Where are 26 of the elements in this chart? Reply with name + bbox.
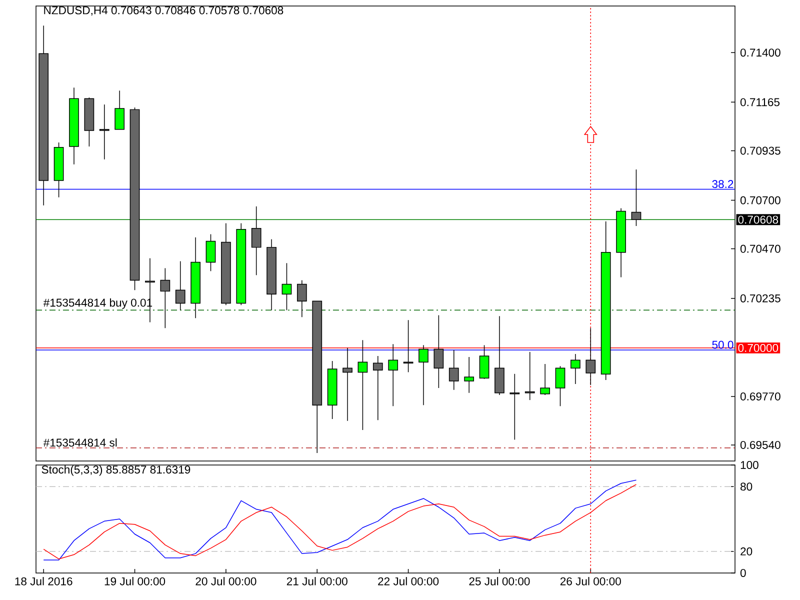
y-tick-label: 100 [740, 461, 758, 469]
ref-line-label: 0.70000 [738, 344, 778, 352]
y-tick-label: 0.69770 [740, 392, 780, 400]
chart-title: Stoch(5,3,3) 85.8857 81.6319 [42, 465, 190, 476]
y-tick-label: 0.70935 [740, 146, 780, 155]
x-tick-label: 25 Jul 00:00 [469, 577, 530, 586]
annotation: 50.0 [712, 340, 734, 349]
y-tick-label: 80 [740, 482, 752, 491]
y-tick-label: 0.70235 [740, 294, 780, 302]
x-tick-label: 22 Jul 00:00 [378, 577, 439, 586]
y-tick-label: 0.70700 [740, 196, 780, 204]
x-tick-label: 20 Jul 00:00 [196, 577, 256, 586]
annotation: 38.2 [712, 180, 734, 188]
x-tick-label: 19 Jul 00:00 [104, 577, 166, 586]
y-tick-label: 0.71400 [740, 48, 780, 57]
ref-line-label: #153544814 sl [43, 438, 117, 447]
chart-title: NZDUSD,H4 0.70643 0.70846 0.70578 0.70608 [44, 6, 284, 16]
y-tick-label: 0.69540 [740, 440, 780, 449]
x-tick-label: 26 Jul 00:00 [560, 577, 621, 586]
x-tick-label: 21 Jul 00:00 [286, 577, 348, 586]
y-tick-label: 0.71165 [740, 98, 780, 106]
ref-line-label: 0.70608 [738, 216, 778, 224]
y-tick-label: 0 [740, 569, 746, 577]
y-tick-label: 20 [740, 547, 752, 556]
x-tick-label: 18 Jul 2016 [15, 577, 72, 586]
y-tick-label: 0.70470 [740, 244, 780, 253]
